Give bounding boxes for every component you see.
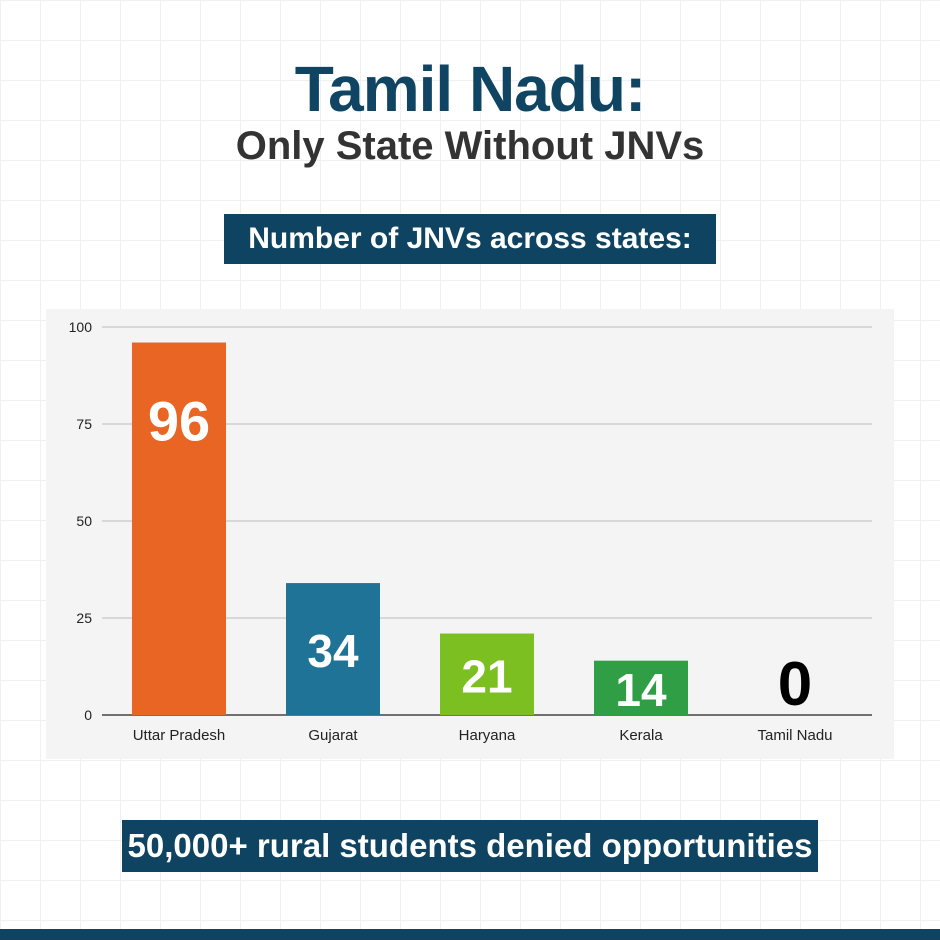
page-subtitle: Only State Without JNVs xyxy=(235,124,705,168)
x-tick-label: Kerala xyxy=(619,727,663,744)
bar xyxy=(132,342,226,715)
bar-chart-panel: 0 25 50 75 100 96 Uttar Pradesh 34 Gujarat 21 Hary… xyxy=(46,309,894,759)
y-tick-label: 25 xyxy=(76,610,92,626)
data-label: 14 xyxy=(615,664,667,716)
data-label: 21 xyxy=(461,650,512,702)
y-tick-label: 50 xyxy=(76,513,92,529)
data-label: 96 xyxy=(148,390,210,453)
x-tick-label: Tamil Nadu xyxy=(757,727,832,744)
chart-heading-banner: Number of JNVs across states: xyxy=(224,214,716,264)
x-tick-label: Uttar Pradesh xyxy=(133,727,226,744)
bar xyxy=(286,583,380,715)
data-label: 34 xyxy=(307,625,359,677)
y-tick-label: 0 xyxy=(84,707,92,723)
y-tick-label: 100 xyxy=(69,319,93,335)
x-tick-label: Haryana xyxy=(459,727,516,744)
x-tick-label: Gujarat xyxy=(308,727,358,744)
bar xyxy=(594,660,688,715)
bar-chart: 0 25 50 75 100 96 Uttar Pradesh 34 Gujarat 21 Hary… xyxy=(69,319,872,744)
page-title: Tamil Nadu: xyxy=(294,53,647,125)
bottom-accent-bar xyxy=(0,929,940,940)
footer-banner: 50,000+ rural students denied opportunit… xyxy=(122,820,818,872)
bar xyxy=(440,633,534,715)
y-tick-label: 75 xyxy=(76,416,92,432)
data-label: 0 xyxy=(778,650,812,719)
